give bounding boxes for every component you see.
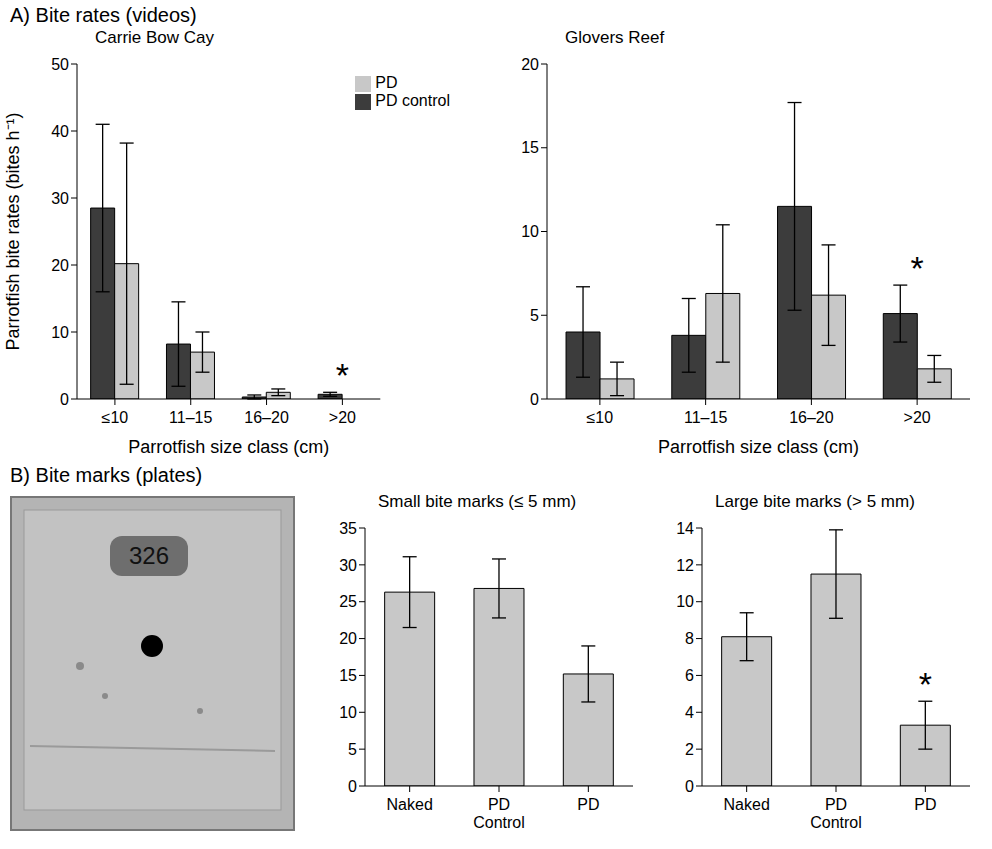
svg-text:12: 12 bbox=[676, 557, 694, 574]
svg-text:0: 0 bbox=[530, 391, 539, 408]
svg-text:50: 50 bbox=[51, 56, 69, 73]
html-text:Glovers Reef: Glovers Reef bbox=[565, 28, 665, 47]
html-text:PD control: PD control bbox=[375, 92, 450, 109]
svg-text:6: 6 bbox=[685, 667, 694, 684]
svg-text:PDControl: PDControl bbox=[810, 796, 862, 831]
svg-text:14: 14 bbox=[676, 520, 694, 537]
svg-text:16–20: 16–20 bbox=[244, 409, 289, 426]
svg-text:25: 25 bbox=[339, 593, 357, 610]
html-text:PD: PD bbox=[375, 74, 398, 91]
svg-text:>20: >20 bbox=[904, 409, 931, 426]
svg-text:35: 35 bbox=[339, 520, 357, 537]
svg-text:10: 10 bbox=[521, 223, 539, 240]
svg-text:*: * bbox=[919, 665, 932, 703]
svg-text:Naked: Naked bbox=[724, 796, 770, 813]
svg-text:*: * bbox=[911, 249, 924, 287]
svg-text:16–20: 16–20 bbox=[789, 409, 834, 426]
svg-text:15: 15 bbox=[339, 667, 357, 684]
html-text:B) Bite marks (plates): B) Bite marks (plates) bbox=[10, 464, 203, 486]
svg-text:Naked: Naked bbox=[387, 796, 433, 813]
html-text:Carrie Bow Cay: Carrie Bow Cay bbox=[95, 28, 214, 47]
html-text:Small bite marks (≤ 5 mm): Small bite marks (≤ 5 mm) bbox=[378, 492, 577, 511]
svg-text:0: 0 bbox=[60, 391, 69, 408]
svg-text:11–15: 11–15 bbox=[684, 409, 727, 426]
svg-text:30: 30 bbox=[339, 557, 357, 574]
svg-text:30: 30 bbox=[51, 190, 69, 207]
svg-text:Parrotfish size class (cm): Parrotfish size class (cm) bbox=[658, 437, 859, 457]
svg-text:15: 15 bbox=[521, 139, 539, 156]
svg-text:5: 5 bbox=[530, 307, 539, 324]
svg-text:40: 40 bbox=[51, 123, 69, 140]
svg-text:≤10: ≤10 bbox=[102, 409, 129, 426]
html-text:Large bite marks (> 5 mm): Large bite marks (> 5 mm) bbox=[715, 492, 915, 511]
svg-text:PD: PD bbox=[914, 796, 936, 813]
svg-text:2: 2 bbox=[685, 741, 694, 758]
svg-text:PDControl: PDControl bbox=[473, 796, 525, 831]
svg-text:0: 0 bbox=[685, 778, 694, 795]
svg-text:11–15: 11–15 bbox=[169, 409, 212, 426]
svg-text:4: 4 bbox=[685, 704, 694, 721]
svg-text:20: 20 bbox=[521, 56, 539, 73]
svg-text:20: 20 bbox=[339, 630, 357, 647]
svg-text:5: 5 bbox=[348, 741, 357, 758]
svg-text:10: 10 bbox=[339, 704, 357, 721]
svg-text:≤10: ≤10 bbox=[587, 409, 614, 426]
svg-text:0: 0 bbox=[348, 778, 357, 795]
svg-text:10: 10 bbox=[676, 593, 694, 610]
svg-text:Parrotfish bite rates (bites h: Parrotfish bite rates (bites h⁻¹) bbox=[3, 112, 23, 350]
html-text:A) Bite rates (videos): A) Bite rates (videos) bbox=[10, 4, 197, 26]
svg-text:20: 20 bbox=[51, 257, 69, 274]
svg-text:10: 10 bbox=[51, 324, 69, 341]
svg-text:*: * bbox=[336, 356, 349, 394]
svg-text:PD: PD bbox=[577, 796, 599, 813]
svg-text:Parrotfish size class (cm): Parrotfish size class (cm) bbox=[128, 437, 329, 457]
svg-text:>20: >20 bbox=[329, 409, 356, 426]
svg-text:8: 8 bbox=[685, 630, 694, 647]
svg-text:326: 326 bbox=[129, 542, 169, 569]
